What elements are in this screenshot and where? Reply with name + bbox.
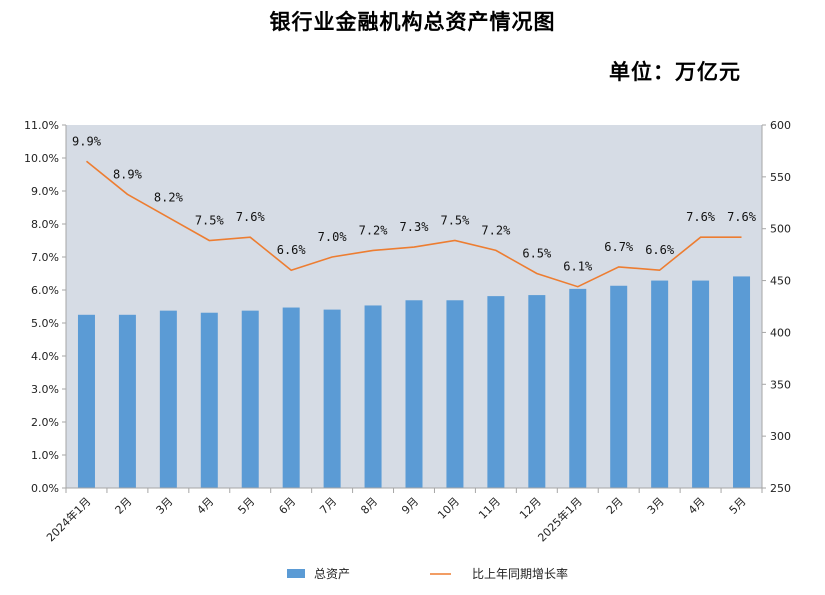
x-tick-label: 2月 [604,495,626,517]
y-left-tick-label: 5.0% [31,317,59,330]
growth-rate-data-label: 8.2% [154,190,184,204]
x-tick-label: 6月 [276,495,298,517]
x-tick-label: 8月 [358,495,380,517]
x-tick-label: 2024年1月 [43,494,93,544]
growth-rate-data-label: 7.2% [481,223,511,237]
y-left-tick-label: 2.0% [31,416,59,429]
y-left-tick-label: 1.0% [31,449,59,462]
bar-total-assets [77,314,95,488]
bar-total-assets [569,288,587,488]
legend-swatch-total-assets [287,569,305,578]
growth-rate-data-label: 6.5% [522,247,552,261]
bar-total-assets [364,305,382,488]
x-tick-label: 3月 [645,495,667,517]
y-left-tick-label: 8.0% [31,218,59,231]
y-left-tick-label: 0.0% [31,482,59,495]
legend-label-growth-rate: 比上年同期增长率 [472,566,568,581]
bar-total-assets [405,300,423,488]
y-left-tick-label: 6.0% [31,284,59,297]
growth-rate-data-label: 6.6% [277,243,307,257]
x-tick-label: 2月 [113,495,135,517]
growth-rate-data-label: 7.6% [727,210,757,224]
y-right-tick-label: 500 [770,223,791,236]
y-left-tick-label: 7.0% [31,251,59,264]
growth-rate-data-label: 6.1% [563,260,593,274]
bar-total-assets [487,296,505,488]
x-tick-label: 9月 [399,495,421,517]
chart-title: 银行业金融机构总资产情况图 [269,9,556,34]
legend-label-total-assets: 总资产 [314,567,350,581]
y-right-tick-label: 300 [770,430,791,443]
y-left-tick-label: 11.0% [24,119,59,132]
bar-total-assets [200,312,218,488]
x-tick-label: 12月 [517,495,544,522]
y-right-tick-label: 450 [770,275,791,288]
bar-total-assets [528,295,546,488]
bar-total-assets [323,309,341,488]
bar-total-assets [651,280,669,488]
x-tick-label: 2025年1月 [535,494,585,544]
bar-total-assets [241,310,259,488]
bar-total-assets [733,276,751,488]
growth-rate-data-label: 7.5% [195,214,225,228]
bar-total-assets [446,300,464,488]
y-right-tick-label: 350 [770,378,791,391]
bar-total-assets [159,310,177,488]
growth-rate-data-label: 7.0% [318,230,348,244]
y-right-tick-label: 400 [770,326,791,339]
x-tick-label: 3月 [154,495,176,517]
y-left-tick-label: 4.0% [31,350,59,363]
x-tick-label: 10月 [435,495,462,522]
y-left-tick-label: 10.0% [24,152,59,165]
growth-rate-data-label: 7.6% [686,210,716,224]
growth-rate-data-label: 6.7% [604,240,634,254]
x-tick-label: 11月 [476,495,503,522]
x-tick-label: 5月 [727,495,749,517]
x-tick-label: 4月 [194,495,216,517]
bar-total-assets [118,314,136,488]
x-tick-label: 7月 [317,495,339,517]
unit-label: 单位：万亿元 [609,59,741,84]
x-tick-label: 5月 [235,495,257,517]
y-right-tick-label: 600 [770,119,791,132]
bar-total-assets [282,307,300,488]
y-right-tick-label: 250 [770,482,791,495]
y-right-tick-label: 550 [770,171,791,184]
growth-rate-line [85,160,742,288]
growth-rate-data-label: 7.2% [359,223,389,237]
bar-total-assets [692,280,710,488]
bar-total-assets [610,285,628,488]
y-left-tick-label: 9.0% [31,185,59,198]
y-left-tick-label: 3.0% [31,383,59,396]
growth-rate-data-label: 6.6% [645,243,675,257]
growth-rate-data-label: 9.9% [72,134,102,148]
x-tick-label: 4月 [686,495,708,517]
growth-rate-data-label: 8.9% [113,167,143,181]
growth-rate-data-label: 7.3% [400,220,430,234]
growth-rate-data-label: 7.6% [236,210,266,224]
growth-rate-data-label: 7.5% [440,214,470,228]
